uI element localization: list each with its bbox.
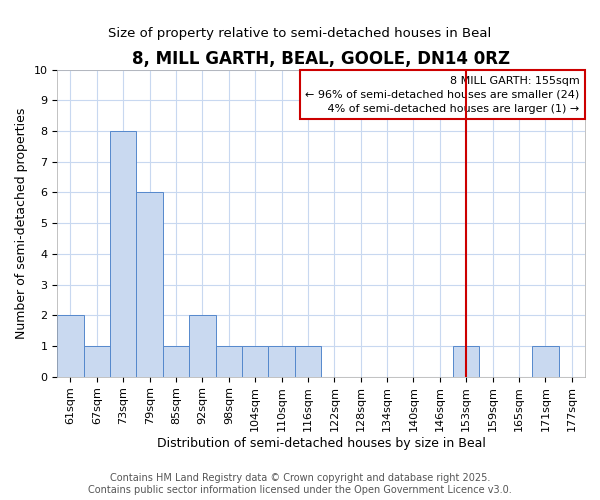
Bar bbox=[136, 192, 163, 376]
Bar bbox=[189, 316, 215, 376]
Text: Contains HM Land Registry data © Crown copyright and database right 2025.
Contai: Contains HM Land Registry data © Crown c… bbox=[88, 474, 512, 495]
Bar bbox=[163, 346, 189, 376]
X-axis label: Distribution of semi-detached houses by size in Beal: Distribution of semi-detached houses by … bbox=[157, 437, 485, 450]
Y-axis label: Number of semi-detached properties: Number of semi-detached properties bbox=[15, 108, 28, 339]
Bar bbox=[453, 346, 479, 376]
Bar bbox=[295, 346, 321, 376]
Bar bbox=[532, 346, 559, 376]
Text: Size of property relative to semi-detached houses in Beal: Size of property relative to semi-detach… bbox=[109, 28, 491, 40]
Bar bbox=[110, 131, 136, 376]
Title: 8, MILL GARTH, BEAL, GOOLE, DN14 0RZ: 8, MILL GARTH, BEAL, GOOLE, DN14 0RZ bbox=[132, 50, 510, 68]
Bar bbox=[268, 346, 295, 376]
Bar bbox=[57, 316, 83, 376]
Bar bbox=[215, 346, 242, 376]
Text: 8 MILL GARTH: 155sqm
← 96% of semi-detached houses are smaller (24)
   4% of sem: 8 MILL GARTH: 155sqm ← 96% of semi-detac… bbox=[305, 76, 580, 114]
Bar bbox=[83, 346, 110, 376]
Bar bbox=[242, 346, 268, 376]
